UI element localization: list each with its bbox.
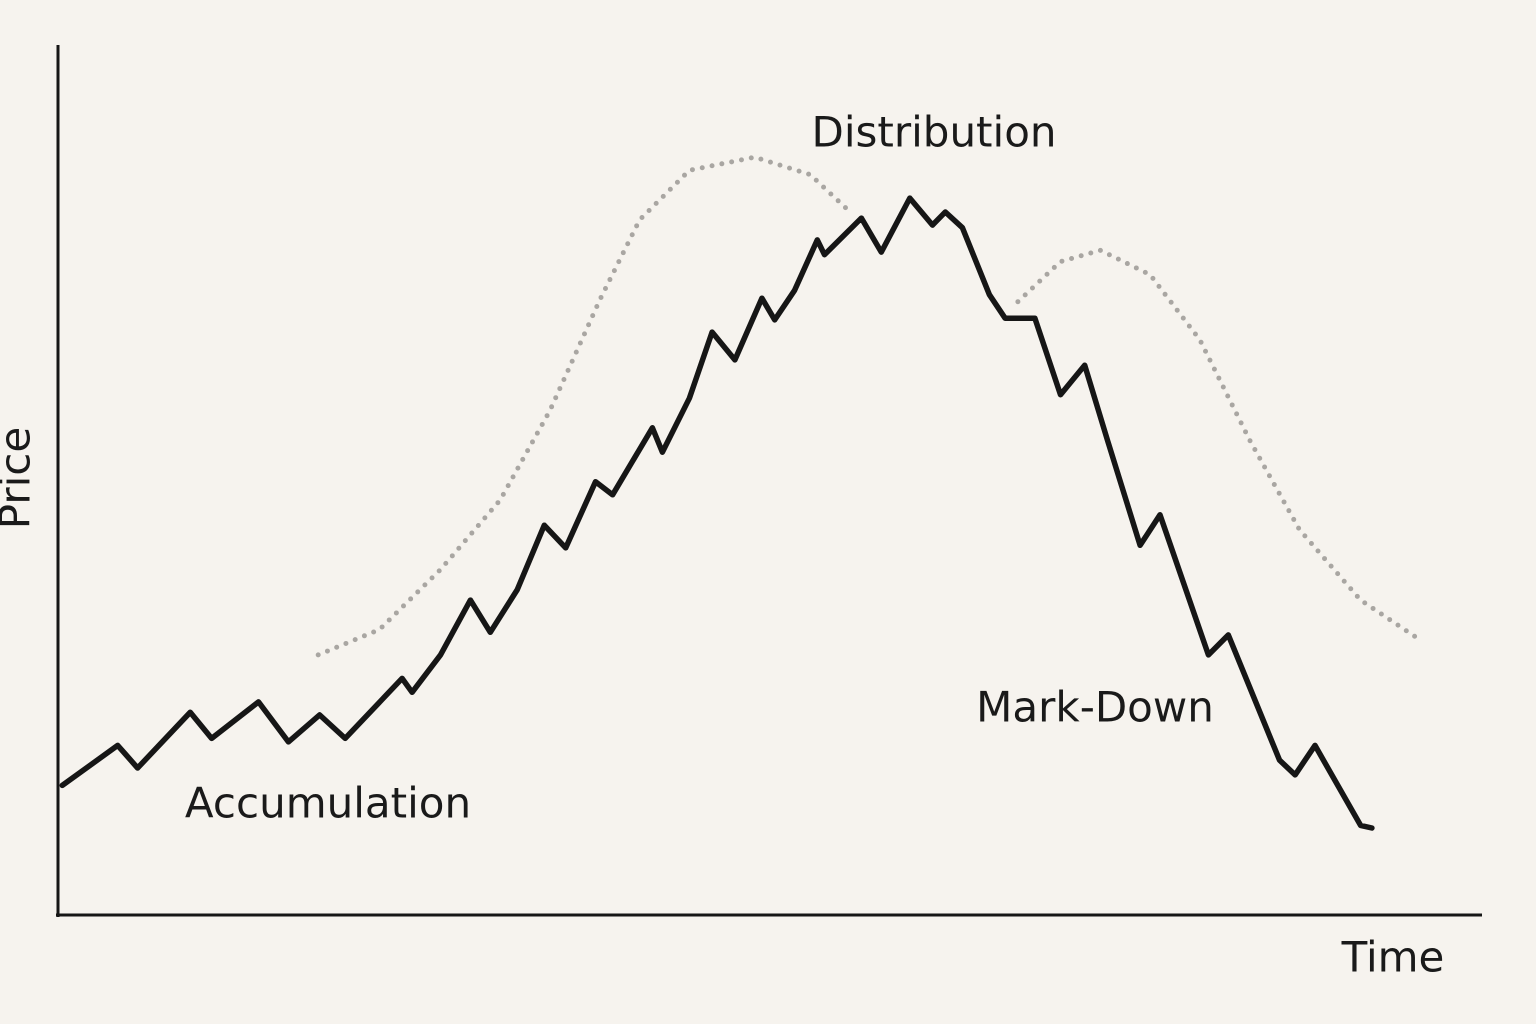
annotation: Mark-Down [976, 683, 1214, 732]
x-axis-label: Time [1341, 933, 1445, 982]
annotation: Accumulation [185, 779, 471, 828]
dotted-curve [315, 154, 853, 658]
dotted-curve [1015, 247, 1423, 643]
annotation: Distribution [811, 108, 1056, 157]
y-axis-label: Price [0, 427, 40, 529]
price-line [59, 195, 1375, 831]
